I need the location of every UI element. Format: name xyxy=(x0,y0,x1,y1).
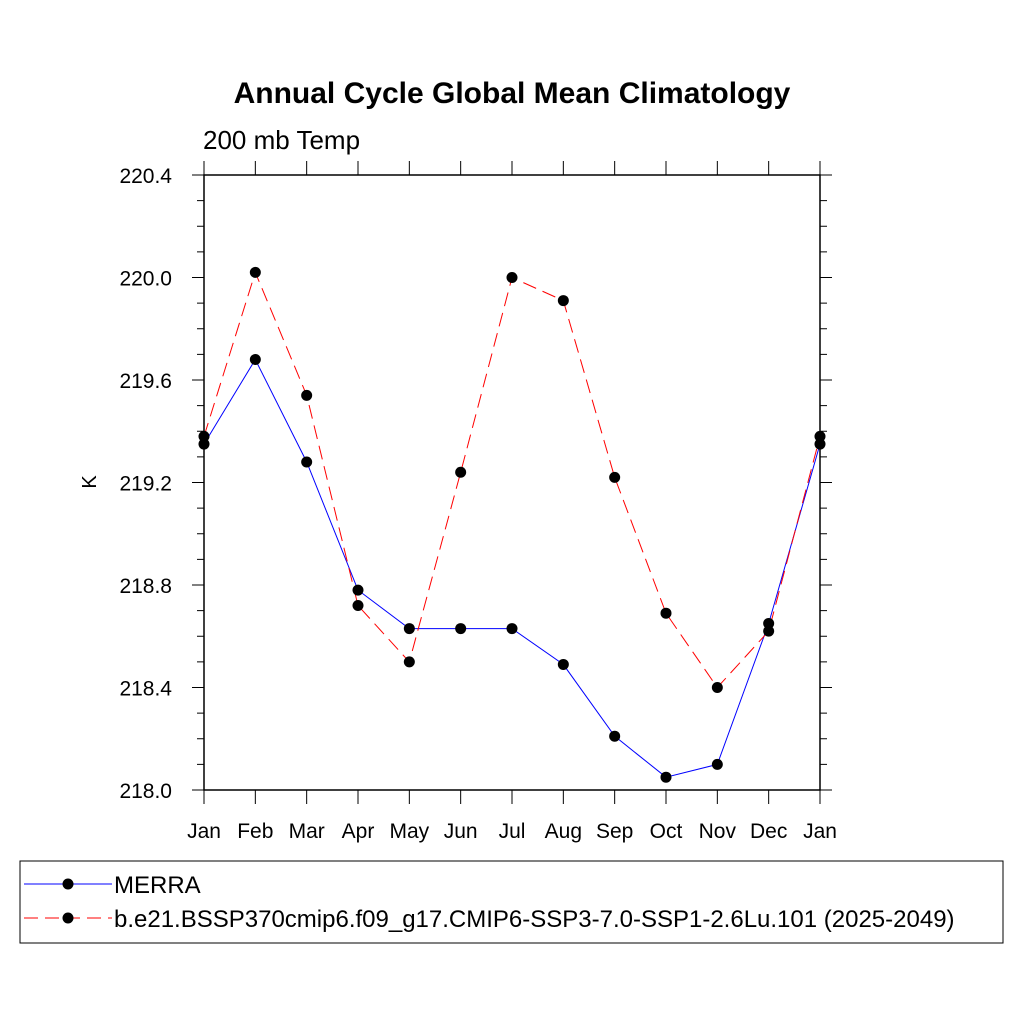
series-1-point xyxy=(403,623,415,635)
y-axis-label: K xyxy=(79,475,101,489)
legend-marker-2 xyxy=(62,912,74,924)
series-2-point xyxy=(609,471,621,483)
y-tick-label: 220.0 xyxy=(119,268,172,291)
legend: MERRA b.e21.BSSP370cmip6.f09_g17.CMIP6-SS… xyxy=(19,860,1004,944)
series-2-point xyxy=(352,600,364,611)
series-1-point xyxy=(763,617,775,629)
x-tick-label: Jan xyxy=(187,820,221,843)
series-1-point xyxy=(711,758,723,770)
series-2-point xyxy=(301,389,313,401)
x-tick-label: Sep xyxy=(596,820,633,843)
series-2-point xyxy=(198,430,210,442)
y-tick-label: 219.6 xyxy=(119,370,172,393)
series-line-1 xyxy=(203,358,821,778)
x-tick-label: May xyxy=(389,820,429,843)
series-2-point xyxy=(557,295,569,307)
x-tick-label: Jul xyxy=(499,820,526,843)
chart-subtitle: 200 mb Temp xyxy=(203,125,360,155)
tick-labels: 218.0 218.4 218.8 219.2 219.6 220.0 220.4 Jan Fe… xyxy=(119,165,836,843)
x-tick-label: Jun xyxy=(444,820,478,843)
x-tick-label: Oct xyxy=(650,820,683,843)
series-1-point xyxy=(609,730,621,742)
series-2-point xyxy=(249,266,261,278)
series-1-point xyxy=(455,623,467,635)
x-tick-label: Aug xyxy=(545,820,582,843)
series-2-point xyxy=(711,682,723,693)
x-tick-label: Nov xyxy=(699,820,737,843)
series-1-point xyxy=(557,658,569,670)
legend-box xyxy=(19,860,1004,944)
y-tick-label: 218.4 xyxy=(119,678,172,701)
x-tick-label: Feb xyxy=(237,820,273,843)
y-tick-label: 218.0 xyxy=(119,780,172,803)
series-1-point xyxy=(506,623,518,635)
x-tick-label: Mar xyxy=(289,820,325,843)
y-tick-label: 219.2 xyxy=(119,473,172,496)
legend-label-2: b.e21.BSSP370cmip6.f09_g17.CMIP6-SSP3-7.… xyxy=(114,906,955,933)
series-layer xyxy=(198,266,826,783)
chart-title: Annual Cycle Global Mean Climatology xyxy=(234,77,791,110)
series-1-point xyxy=(301,456,313,468)
series-2-point xyxy=(660,607,672,619)
series-1-point xyxy=(198,438,210,450)
series-1-point xyxy=(660,771,672,783)
series-1-point xyxy=(249,354,261,365)
series-2-point xyxy=(814,430,826,442)
legend-label-1: MERRA xyxy=(114,872,201,899)
plot-frame xyxy=(203,174,821,791)
axis-ticks xyxy=(192,161,832,804)
series-2-point xyxy=(506,272,518,283)
series-1-point xyxy=(814,438,826,450)
x-tick-label: Dec xyxy=(750,820,787,843)
series-2-point xyxy=(763,625,775,637)
legend-marker-1 xyxy=(62,878,74,890)
series-1-point xyxy=(352,584,364,596)
y-tick-label: 218.8 xyxy=(119,575,172,598)
x-tick-label: Apr xyxy=(342,820,375,843)
series-2-point xyxy=(403,656,415,668)
y-tick-label: 220.4 xyxy=(119,165,172,188)
series-2-point xyxy=(455,466,467,478)
x-tick-label: Jan xyxy=(803,820,837,843)
